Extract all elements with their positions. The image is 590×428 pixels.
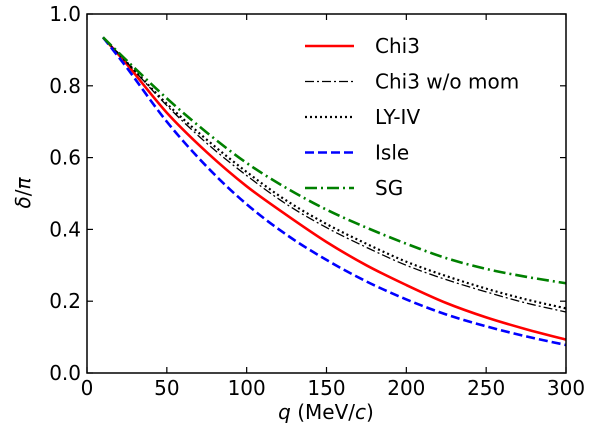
x-tick-label: 150	[307, 376, 345, 400]
y-tick-label: 0.6	[49, 146, 81, 170]
y-axis-slash: /	[11, 189, 35, 196]
y-tick-label: 0.8	[49, 74, 81, 98]
legend-label: LY-IV	[375, 105, 420, 129]
x-axis-label: q (MeV/c)	[278, 400, 374, 424]
x-tick-label: 300	[547, 376, 585, 400]
x-axis-var: q	[278, 400, 291, 424]
series-line-isle	[101, 36, 567, 347]
x-tick-label: 100	[228, 376, 266, 400]
y-tick-label: 1.0	[49, 2, 81, 26]
legend-label: Chi3 w/o mom	[375, 70, 519, 94]
y-axis-var1: δ	[11, 196, 35, 208]
legend: Chi3 Chi3 w/o mom LY-IV Isle SG	[305, 34, 519, 200]
series-line-sg	[102, 36, 567, 285]
x-tick-label: 50	[154, 376, 179, 400]
y-axis-label: δ/π	[11, 177, 35, 209]
legend-label: Isle	[375, 141, 409, 165]
x-tick-label: 250	[467, 376, 505, 400]
y-tick-label: 0.4	[49, 217, 81, 241]
x-axis-unit-close: )	[366, 400, 374, 424]
y-tick-label: 0.0	[49, 361, 81, 385]
x-tick-label: 200	[387, 376, 425, 400]
x-tick-label: 0	[81, 376, 94, 400]
x-axis-unit-prefix: (MeV/	[291, 400, 355, 424]
series-line-chi3	[101, 36, 567, 341]
series-line-ly-iv	[102, 36, 567, 310]
ticks-layer: 0 50 100 150 200 250 300 0.0 0.2 0.4 0.6 0.8 1.0	[49, 2, 585, 400]
series-layer	[101, 36, 567, 347]
legend-label: SG	[375, 176, 403, 200]
y-tick-label: 0.2	[49, 289, 81, 313]
y-axis-var2: π	[11, 177, 35, 190]
x-axis-unit-var: c	[355, 400, 366, 424]
series-line-chi3-w-o-mom	[102, 36, 567, 313]
legend-label: Chi3	[375, 34, 420, 58]
